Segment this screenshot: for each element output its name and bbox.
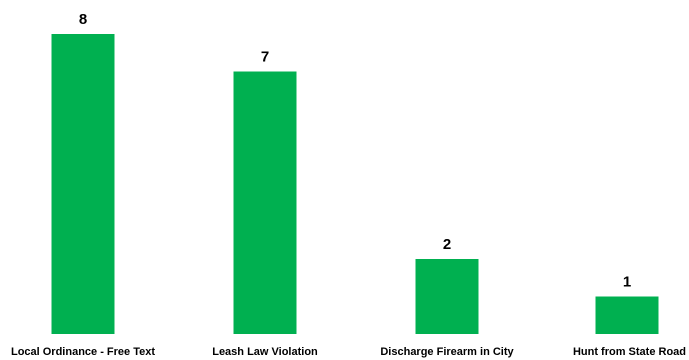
bar bbox=[415, 259, 479, 334]
category-label: Leash Law Violation bbox=[212, 346, 318, 358]
bar bbox=[51, 34, 115, 334]
category-label: Local Ordinance - Free Text bbox=[11, 346, 155, 358]
bar bbox=[595, 296, 659, 334]
data-label: 1 bbox=[623, 274, 631, 291]
data-label: 2 bbox=[443, 236, 451, 253]
category-label: Discharge Firearm in City bbox=[380, 346, 514, 358]
category-label: Hunt from State Road bbox=[573, 346, 686, 358]
data-label: 8 bbox=[79, 11, 87, 28]
bar bbox=[233, 71, 297, 334]
data-label: 7 bbox=[261, 49, 269, 66]
plot-area: 8 Local Ordinance - Free Text 7 Leash Law V… bbox=[11, 11, 686, 358]
